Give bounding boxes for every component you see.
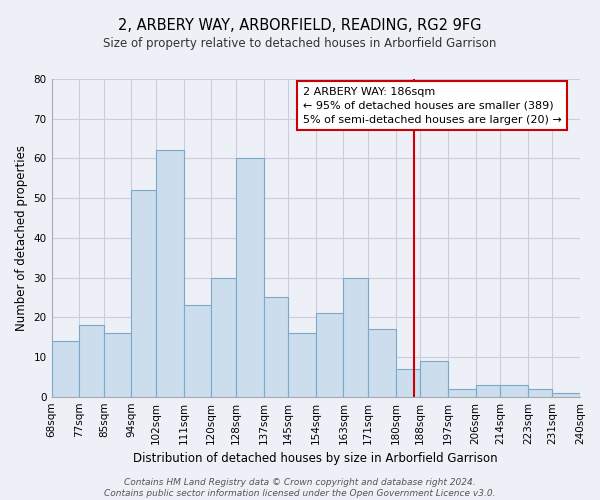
Bar (343, 278, 368, 396)
Bar (79, 325, 104, 396)
Text: Size of property relative to detached houses in Arborfield Garrison: Size of property relative to detached ho… (103, 38, 497, 51)
X-axis label: Distribution of detached houses by size in Arborfield Garrison: Distribution of detached houses by size … (133, 452, 498, 465)
Bar (104, 333, 131, 396)
Bar (184, 306, 211, 396)
Text: Contains HM Land Registry data © Crown copyright and database right 2024.
Contai: Contains HM Land Registry data © Crown c… (104, 478, 496, 498)
Bar (553, 392, 580, 396)
Text: 2, ARBERY WAY, ARBORFIELD, READING, RG2 9FG: 2, ARBERY WAY, ARBORFIELD, READING, RG2 … (118, 18, 482, 32)
Bar (52, 341, 79, 396)
Bar (528, 388, 553, 396)
Bar (476, 385, 500, 396)
Bar (420, 361, 448, 396)
Bar (368, 329, 395, 396)
Bar (500, 385, 528, 396)
Bar (263, 298, 288, 396)
Bar (288, 333, 316, 396)
Bar (316, 314, 343, 396)
Bar (236, 158, 263, 396)
Y-axis label: Number of detached properties: Number of detached properties (15, 145, 28, 331)
Text: 2 ARBERY WAY: 186sqm
← 95% of detached houses are smaller (389)
5% of semi-detac: 2 ARBERY WAY: 186sqm ← 95% of detached h… (302, 87, 562, 125)
Bar (448, 388, 476, 396)
Bar (131, 190, 156, 396)
Bar (156, 150, 184, 396)
Bar (211, 278, 236, 396)
Bar (395, 369, 420, 396)
